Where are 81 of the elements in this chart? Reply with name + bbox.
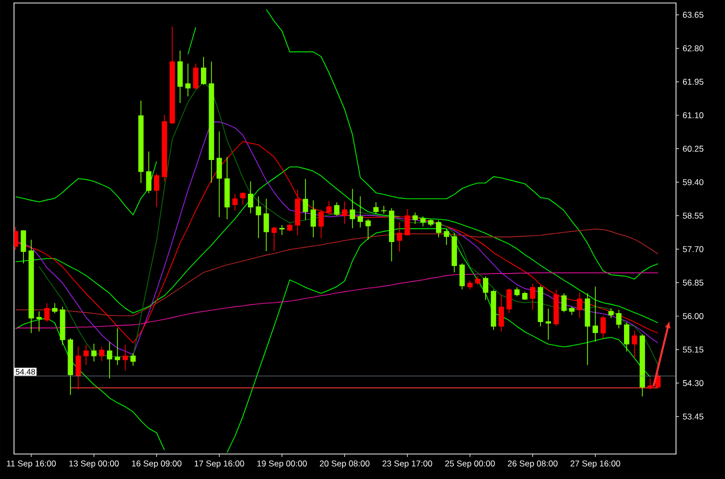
candlestick [122, 344, 128, 371]
candlestick [44, 302, 50, 322]
y-tick-label: 54.30 [682, 380, 704, 386]
candlestick [334, 202, 340, 216]
y-tick-label: 61.10 [682, 112, 704, 118]
y-tick-label: 56.85 [682, 280, 704, 286]
y-tick-label: 62.80 [682, 45, 704, 52]
candlestick [412, 212, 418, 224]
candlestick [498, 294, 504, 332]
candlestick [326, 200, 332, 214]
candlestick [420, 216, 426, 227]
candlestick [404, 208, 410, 236]
y-tick-label: 55.15 [682, 346, 704, 353]
candlestick [130, 352, 136, 366]
candlestick [365, 218, 371, 240]
candlestick [240, 192, 246, 206]
x-tick-label: 23 Sep 17:00 [382, 460, 432, 468]
x-tick-label: 17 Sep 16:00 [194, 460, 244, 468]
candlestick [36, 311, 42, 332]
candlestick [358, 196, 363, 228]
y-tick-label: 56.00 [682, 313, 704, 320]
candlestick [648, 378, 653, 390]
candlestick [216, 130, 222, 218]
candlestick [608, 308, 614, 318]
candlestick [514, 286, 520, 297]
candlestick [193, 63, 198, 90]
candlestick [154, 172, 160, 208]
x-tick-label: 25 Sep 00:00 [445, 460, 495, 468]
candlestick [600, 315, 606, 339]
y-tick-label: 59.40 [682, 179, 704, 186]
candlestick [256, 196, 262, 239]
candlestick [232, 194, 238, 211]
candlestick [475, 276, 480, 286]
y-tick-label: 63.65 [682, 12, 704, 18]
candlestick [632, 330, 638, 359]
candlestick [592, 286, 598, 342]
x-tick-label: 13 Sep 00:00 [69, 460, 119, 468]
candlestick [436, 220, 442, 238]
candlestick [459, 262, 465, 290]
candlestick [561, 292, 567, 313]
candlestick [342, 201, 348, 224]
candlestick [506, 288, 512, 314]
candlestick [248, 181, 254, 214]
candlestick [20, 230, 26, 264]
candlestick [546, 308, 551, 340]
candlestick [106, 341, 112, 379]
x-tick-label: 16 Sep 09:00 [132, 460, 182, 468]
candlestick [271, 226, 277, 252]
candlestick [373, 202, 379, 214]
candlestick [200, 56, 206, 86]
x-tick-label: 20 Sep 08:00 [320, 460, 370, 468]
x-tick-label: 27 Sep 16:00 [570, 460, 620, 468]
candlestick [114, 328, 120, 366]
candlestick [577, 292, 582, 318]
candlestick [91, 343, 97, 362]
candlestick [146, 151, 152, 194]
candlestick [302, 178, 308, 220]
candlestick [99, 346, 104, 362]
y-tick-label: 61.95 [682, 78, 704, 85]
x-tick-label: 19 Sep 00:00 [257, 460, 307, 468]
candlestick [52, 302, 58, 314]
candlestick [444, 228, 450, 246]
candlestick [318, 209, 324, 239]
x-tick-label: 26 Sep 08:00 [508, 460, 558, 468]
y-tick-label: 53.45 [682, 414, 704, 420]
y-tick-label: 60.25 [682, 146, 704, 152]
candlestick [530, 283, 536, 310]
candlestick [185, 63, 191, 97]
candlestick [616, 309, 622, 329]
candlestick [83, 344, 89, 366]
candlestick [310, 200, 316, 238]
candlestick [264, 198, 269, 252]
candlestick [279, 224, 285, 236]
y-tick-label: 58.55 [682, 212, 704, 219]
x-tick-label: 11 Sep 16:00 [7, 460, 56, 468]
candlestick [76, 346, 81, 390]
candlestick [396, 222, 402, 252]
y-tick-label: 57.70 [682, 246, 704, 252]
candlestick [350, 188, 356, 229]
candlestick [624, 322, 630, 352]
candlestick [482, 276, 488, 300]
